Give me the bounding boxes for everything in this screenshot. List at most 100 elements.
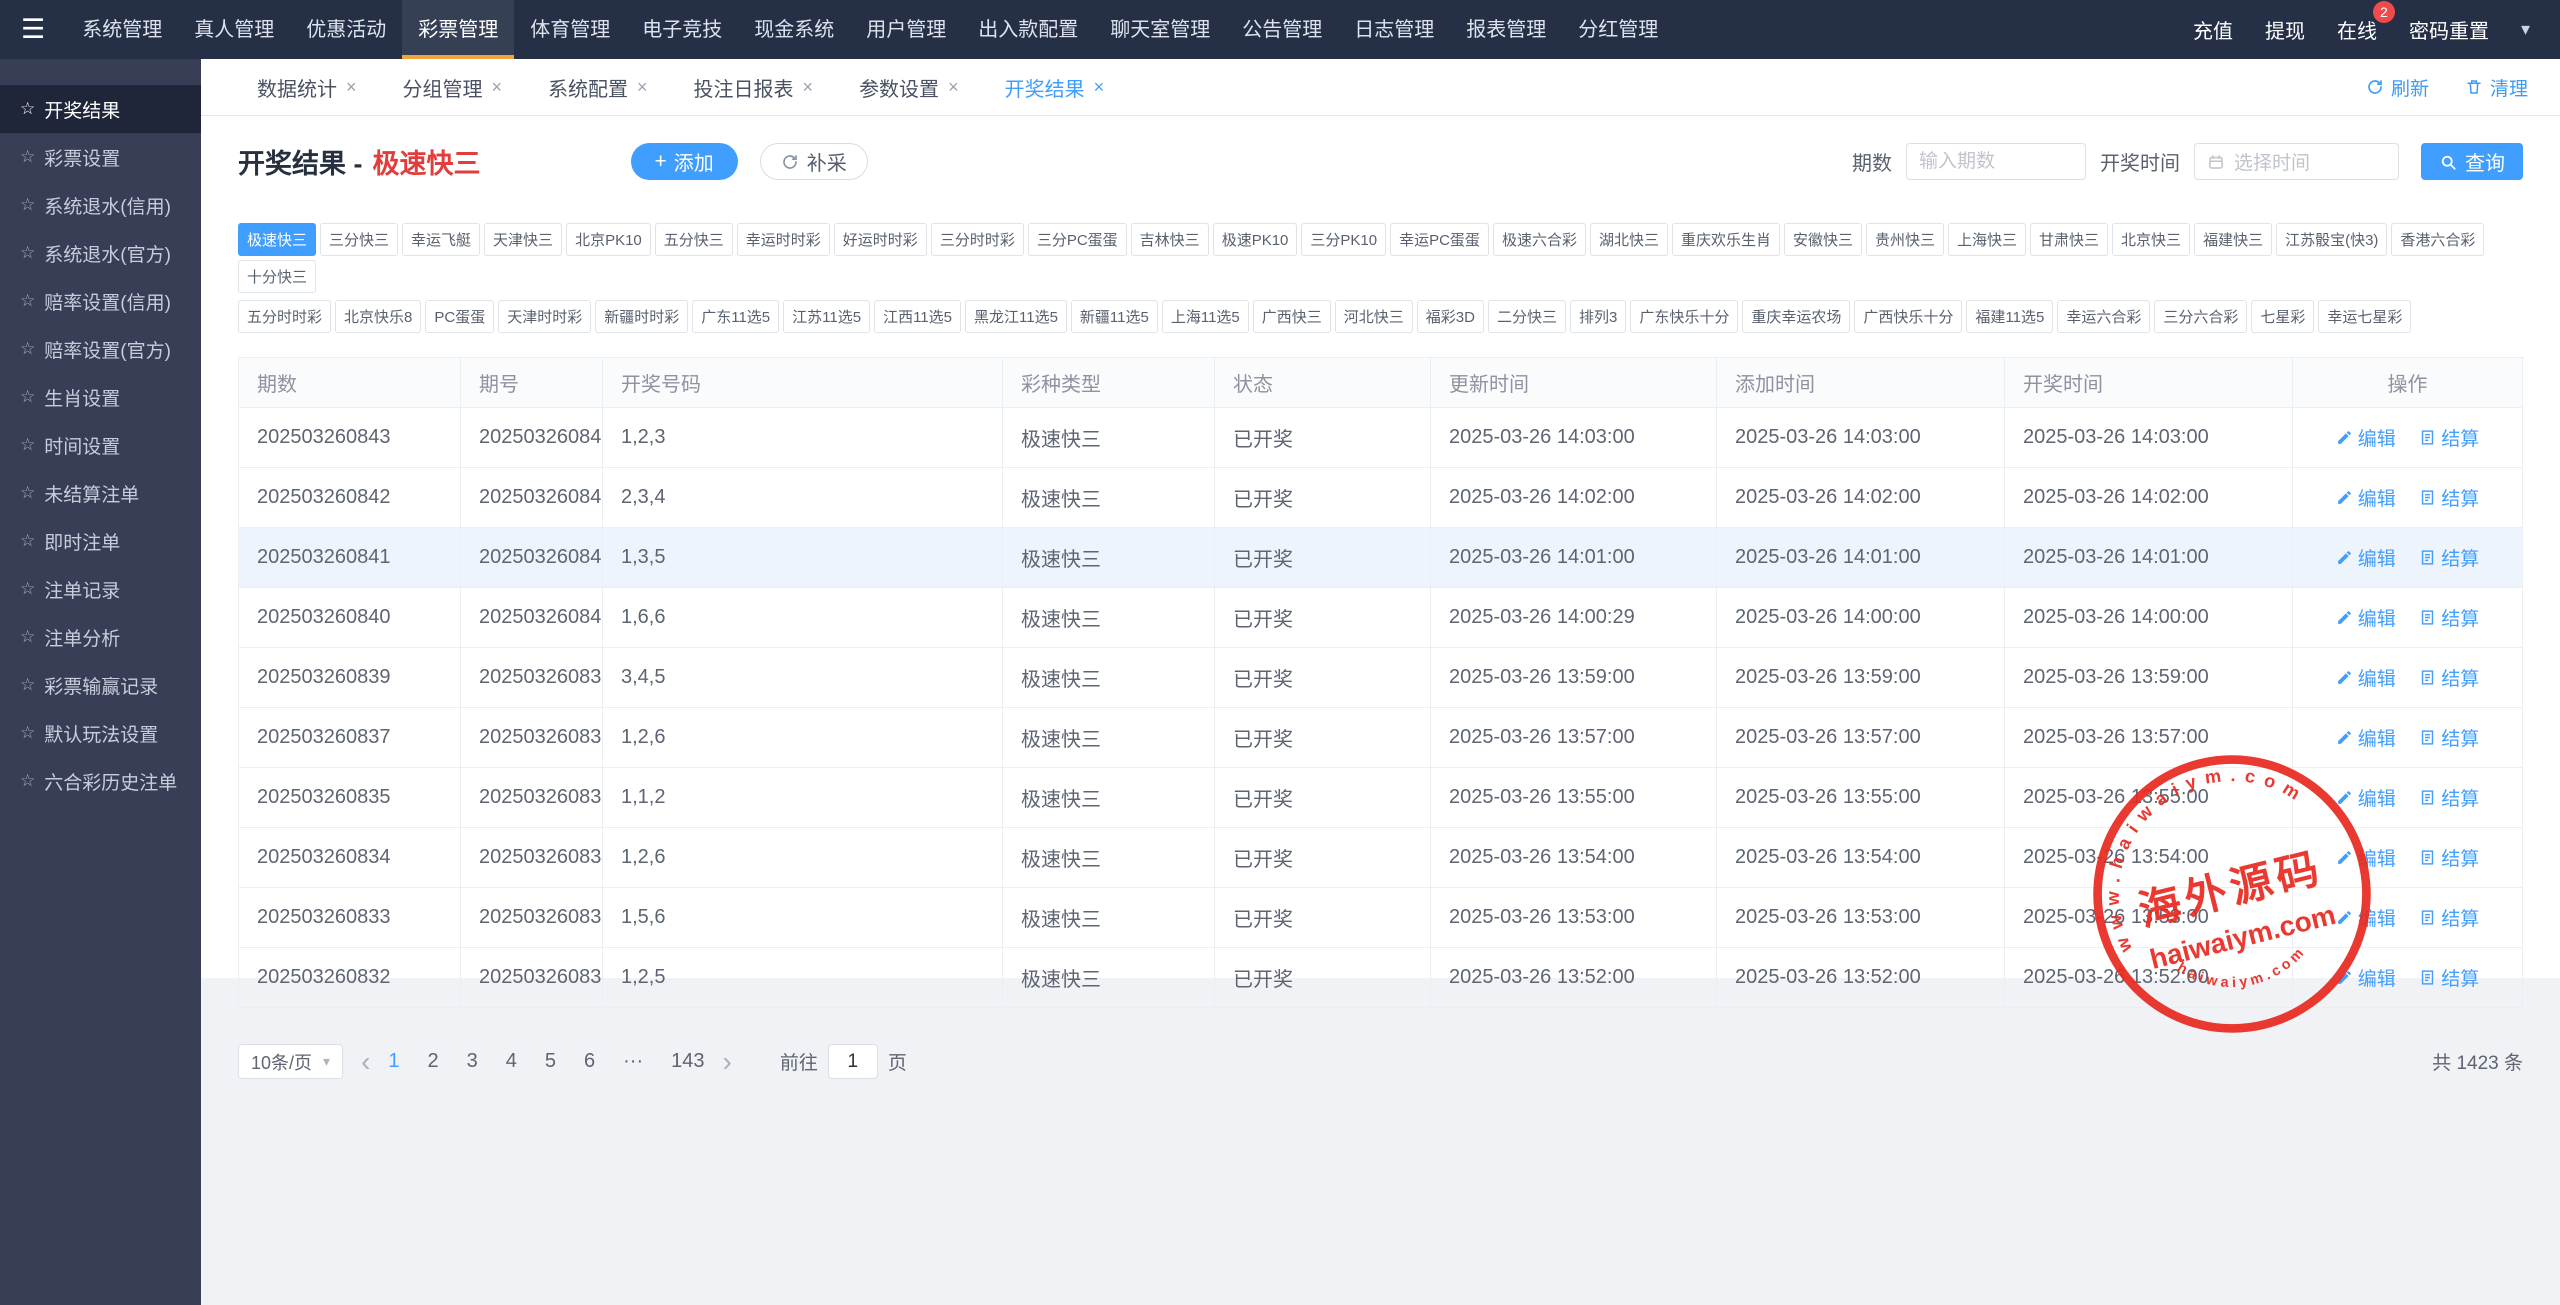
lottery-type-tab[interactable]: 新疆11选5: [1071, 300, 1158, 333]
lottery-type-tab[interactable]: 福建快三: [2194, 223, 2272, 256]
sidebar-item[interactable]: ☆ 系统退水(信用): [0, 181, 201, 229]
settle-link[interactable]: 结算: [2419, 604, 2479, 631]
top-menu-item[interactable]: 聊天室管理: [1094, 0, 1226, 59]
sidebar-item[interactable]: ☆ 注单记录: [0, 565, 201, 613]
edit-link[interactable]: 编辑: [2336, 424, 2396, 451]
edit-link[interactable]: 编辑: [2336, 604, 2396, 631]
lottery-type-tab[interactable]: 七星彩: [2251, 300, 2314, 333]
edit-link[interactable]: 编辑: [2336, 664, 2396, 691]
settle-link[interactable]: 结算: [2419, 904, 2479, 931]
lottery-type-tab[interactable]: 安徽快三: [1784, 223, 1862, 256]
settle-link[interactable]: 结算: [2419, 784, 2479, 811]
edit-link[interactable]: 编辑: [2336, 784, 2396, 811]
lottery-type-tab[interactable]: 北京快乐8: [335, 300, 421, 333]
top-menu-item[interactable]: 公告管理: [1226, 0, 1338, 59]
lottery-type-tab[interactable]: 重庆幸运农场: [1742, 300, 1850, 333]
page-number[interactable]: ···: [623, 1050, 643, 1073]
lottery-type-tab[interactable]: 十分快三: [238, 260, 316, 293]
lottery-type-tab[interactable]: 极速快三: [238, 223, 316, 256]
lottery-type-tab[interactable]: 上海11选5: [1162, 300, 1249, 333]
lottery-type-tab[interactable]: 天津快三: [484, 223, 562, 256]
lottery-type-tab[interactable]: 广东快乐十分: [1630, 300, 1738, 333]
page-tab[interactable]: 分组管理 ×: [403, 73, 503, 102]
next-page-button[interactable]: ›: [723, 1048, 732, 1076]
lottery-type-tab[interactable]: 幸运PC蛋蛋: [1390, 223, 1489, 256]
page-number[interactable]: 4: [506, 1050, 517, 1073]
lottery-type-tab[interactable]: 三分六合彩: [2154, 300, 2247, 333]
lottery-type-tab[interactable]: 幸运七星彩: [2318, 300, 2411, 333]
top-menu-item[interactable]: 电子竞技: [626, 0, 738, 59]
settle-link[interactable]: 结算: [2419, 964, 2479, 991]
add-button[interactable]: + 添加: [631, 143, 738, 180]
search-button[interactable]: 查询: [2421, 143, 2523, 180]
page-number[interactable]: 1: [388, 1050, 399, 1073]
page-tab[interactable]: 系统配置 ×: [548, 73, 648, 102]
top-menu-item[interactable]: 日志管理: [1338, 0, 1450, 59]
lottery-type-tab[interactable]: 极速六合彩: [1493, 223, 1586, 256]
chevron-down-icon[interactable]: ▾: [2521, 19, 2530, 40]
lottery-type-tab[interactable]: 三分时时彩: [931, 223, 1024, 256]
page-number[interactable]: 3: [467, 1050, 478, 1073]
lottery-type-tab[interactable]: 北京快三: [2112, 223, 2190, 256]
close-icon[interactable]: ×: [492, 77, 503, 98]
top-menu-item[interactable]: 分红管理: [1562, 0, 1674, 59]
lottery-type-tab[interactable]: 上海快三: [1948, 223, 2026, 256]
lottery-type-tab[interactable]: 湖北快三: [1590, 223, 1668, 256]
goto-page-input[interactable]: [828, 1044, 878, 1079]
page-number[interactable]: 2: [428, 1050, 439, 1073]
lottery-type-tab[interactable]: 江西11选5: [874, 300, 961, 333]
lottery-type-tab[interactable]: 广西快三: [1253, 300, 1331, 333]
top-menu-item[interactable]: 用户管理: [850, 0, 962, 59]
refresh-button[interactable]: 刷新: [2366, 74, 2429, 101]
lottery-type-tab[interactable]: 广西快乐十分: [1854, 300, 1962, 333]
settle-link[interactable]: 结算: [2419, 664, 2479, 691]
close-icon[interactable]: ×: [346, 77, 357, 98]
page-tab[interactable]: 投注日报表 ×: [694, 73, 814, 102]
lottery-type-tab[interactable]: 江苏11选5: [783, 300, 870, 333]
period-input[interactable]: [1906, 143, 2086, 180]
page-tab[interactable]: 参数设置 ×: [859, 73, 959, 102]
lottery-type-tab[interactable]: 新疆时时彩: [595, 300, 688, 333]
page-tab[interactable]: 开奖结果 ×: [1005, 73, 1105, 102]
settle-link[interactable]: 结算: [2419, 484, 2479, 511]
lottery-type-tab[interactable]: 重庆欢乐生肖: [1672, 223, 1780, 256]
sidebar-item[interactable]: ☆ 开奖结果: [0, 85, 201, 133]
lottery-type-tab[interactable]: 二分快三: [1488, 300, 1566, 333]
recharge-link[interactable]: 充值: [2193, 15, 2233, 44]
sidebar-item[interactable]: ☆ 注单分析: [0, 613, 201, 661]
lottery-type-tab[interactable]: 北京PK10: [566, 223, 651, 256]
top-menu-item[interactable]: 彩票管理: [402, 0, 514, 59]
settle-link[interactable]: 结算: [2419, 844, 2479, 871]
lottery-type-tab[interactable]: 香港六合彩: [2391, 223, 2484, 256]
lottery-type-tab[interactable]: 福彩3D: [1417, 300, 1484, 333]
lottery-type-tab[interactable]: 幸运时时彩: [737, 223, 830, 256]
page-number[interactable]: 143: [671, 1050, 704, 1073]
lottery-type-tab[interactable]: 幸运飞艇: [402, 223, 480, 256]
page-number[interactable]: 6: [584, 1050, 595, 1073]
lottery-type-tab[interactable]: 河北快三: [1335, 300, 1413, 333]
lottery-type-tab[interactable]: 江苏骰宝(快3): [2276, 223, 2387, 256]
top-menu-item[interactable]: 真人管理: [178, 0, 290, 59]
sidebar-item[interactable]: ☆ 生肖设置: [0, 373, 201, 421]
lottery-type-tab[interactable]: 好运时时彩: [834, 223, 927, 256]
recollect-button[interactable]: 补采: [760, 143, 868, 180]
page-tab[interactable]: 数据统计 ×: [257, 73, 357, 102]
settle-link[interactable]: 结算: [2419, 544, 2479, 571]
top-menu-item[interactable]: 优惠活动: [290, 0, 402, 59]
draw-time-input[interactable]: 选择时间: [2194, 143, 2399, 180]
close-icon[interactable]: ×: [637, 77, 648, 98]
lottery-type-tab[interactable]: 排列3: [1570, 300, 1626, 333]
prev-page-button[interactable]: ‹: [361, 1048, 370, 1076]
edit-link[interactable]: 编辑: [2336, 904, 2396, 931]
lottery-type-tab[interactable]: 幸运六合彩: [2057, 300, 2150, 333]
sidebar-item[interactable]: ☆ 赔率设置(信用): [0, 277, 201, 325]
close-icon[interactable]: ×: [803, 77, 814, 98]
sidebar-item[interactable]: ☆ 时间设置: [0, 421, 201, 469]
lottery-type-tab[interactable]: 极速PK10: [1213, 223, 1298, 256]
lottery-type-tab[interactable]: 甘肃快三: [2030, 223, 2108, 256]
sidebar-item[interactable]: ☆ 默认玩法设置: [0, 709, 201, 757]
edit-link[interactable]: 编辑: [2336, 844, 2396, 871]
edit-link[interactable]: 编辑: [2336, 964, 2396, 991]
sidebar-item[interactable]: ☆ 彩票设置: [0, 133, 201, 181]
edit-link[interactable]: 编辑: [2336, 484, 2396, 511]
